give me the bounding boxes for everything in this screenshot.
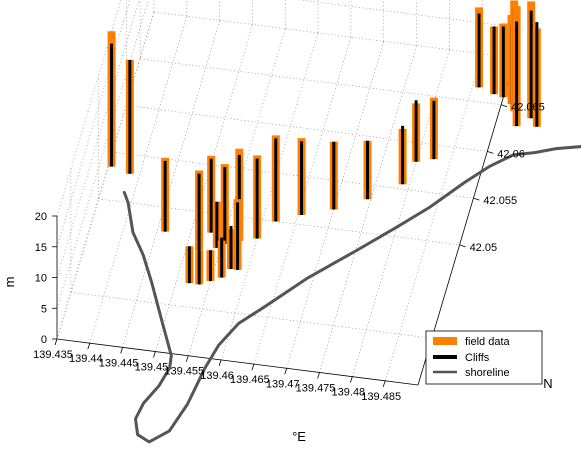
y-tick-mark (501, 104, 508, 108)
grid-line (56, 0, 131, 247)
grid-line (220, 32, 319, 360)
x-tick-mark (120, 347, 124, 354)
y-tick-label: 42.065 (511, 102, 545, 114)
grid-line (319, 45, 417, 373)
legend-swatch-field-data (433, 337, 457, 345)
y-axis-label: N (543, 376, 552, 391)
x-tick-mark (153, 351, 156, 358)
grid-line (56, 0, 140, 278)
x-tick-mark (218, 359, 222, 367)
y-tick-label: 42.06 (497, 148, 525, 160)
grid-layer (56, 0, 516, 386)
x-axis-label: °E (292, 429, 306, 444)
z-tick-label: 10 (35, 273, 47, 285)
x-tick-label: 139.475 (296, 382, 336, 394)
x-tick-mark (54, 338, 58, 346)
x-tick-label: 139.485 (361, 391, 401, 403)
y-tick-label: 42.055 (483, 195, 517, 207)
tick-labels-layer: 139.435139.44139.445139.45139.455139.461… (33, 102, 545, 403)
shoreline-line (122, 145, 581, 444)
x-tick-mark (251, 363, 255, 371)
y-tick-mark (473, 197, 480, 201)
y-axis-line (417, 57, 516, 386)
legend: field data Cliffs shoreline (425, 330, 543, 385)
x-tick-label: 139.435 (33, 349, 73, 361)
bars-layer (107, 0, 541, 285)
grid-line (253, 37, 352, 365)
x-tick-label: 139.44 (69, 353, 103, 365)
y-tick-mark (487, 151, 494, 154)
x-tick-label: 139.47 (266, 378, 300, 390)
grid-line (153, 11, 516, 59)
x-tick-label: 139.46 (200, 370, 234, 382)
x-tick-label: 139.45 (135, 362, 169, 374)
x-tick-label: 139.455 (164, 366, 204, 378)
grid-line (89, 16, 188, 344)
z-tick-label: 5 (41, 303, 47, 315)
shoreline-layer (122, 145, 581, 444)
z-tick-label: 20 (35, 211, 47, 223)
y-tick-label: 42.05 (470, 242, 498, 254)
legend-label-cliffs: Cliffs (465, 352, 490, 364)
grid-line (56, 0, 122, 217)
grid-line (155, 24, 253, 352)
x-axis-line (56, 338, 419, 386)
x-tick-label: 139.465 (230, 374, 270, 386)
z-tick-label: 0 (41, 334, 47, 346)
x-tick-mark (317, 372, 320, 379)
grid-line (56, 0, 149, 309)
legend-label-field-data: field data (465, 336, 511, 348)
x-tick-mark (185, 355, 189, 362)
x-tick-mark (382, 380, 386, 387)
legend-label-shoreline: shoreline (465, 367, 510, 379)
grid-line (384, 53, 483, 381)
y-tick-mark (459, 244, 466, 248)
z-tick-label: 15 (35, 242, 47, 254)
grid-line (187, 28, 286, 356)
x-tick-mark (284, 368, 288, 375)
grid-line (286, 41, 385, 369)
z-axis-label: m (2, 277, 17, 288)
grid-line (140, 58, 502, 106)
x-tick-label: 139.445 (99, 357, 139, 369)
grid-line (298, 0, 516, 28)
floor-edge (56, 11, 155, 340)
x-tick-mark (87, 343, 91, 350)
grid-line (122, 20, 220, 348)
x-tick-mark (349, 376, 353, 383)
x-tick-label: 139.48 (332, 387, 366, 399)
